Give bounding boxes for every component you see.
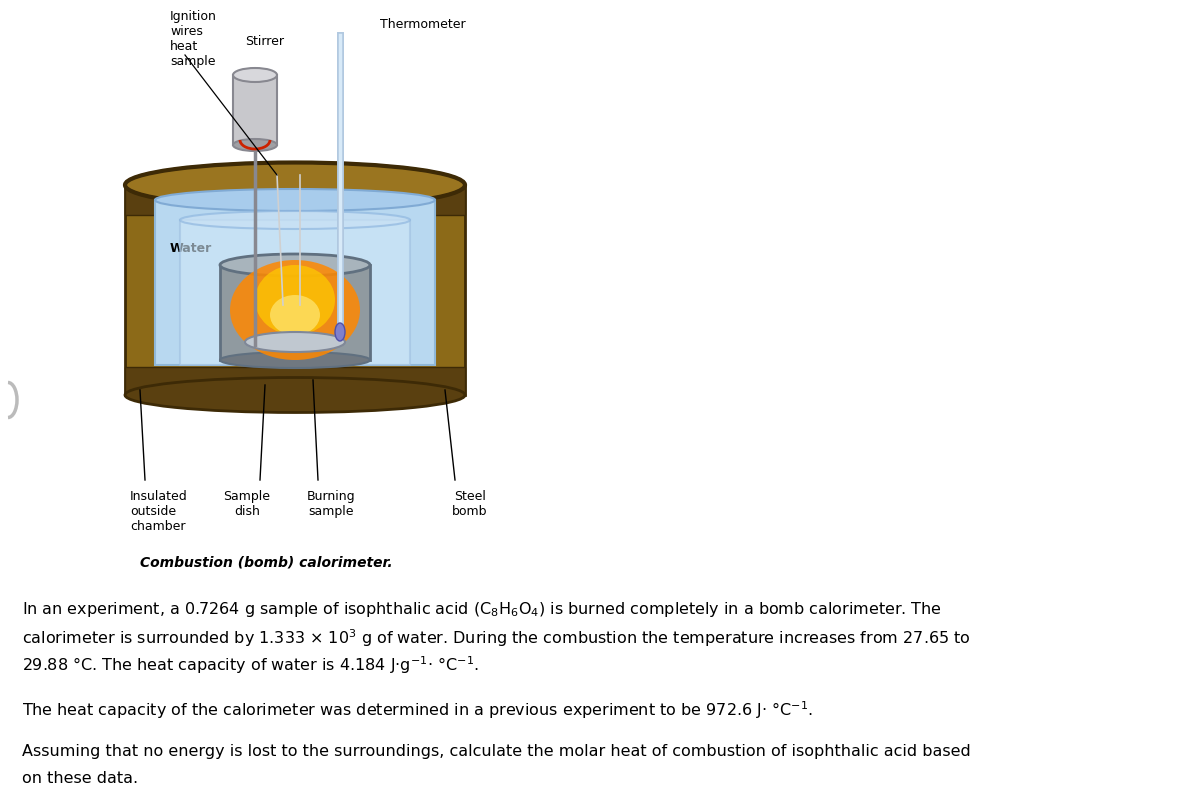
Ellipse shape — [256, 265, 335, 335]
Text: Burning
sample: Burning sample — [307, 490, 355, 518]
Ellipse shape — [220, 352, 370, 368]
Text: Assuming that no energy is lost to the surroundings, calculate the molar heat of: Assuming that no energy is lost to the s… — [22, 744, 971, 759]
Ellipse shape — [233, 139, 277, 151]
Text: The heat capacity of the calorimeter was determined in a previous experiment to : The heat capacity of the calorimeter was… — [22, 699, 814, 721]
Ellipse shape — [230, 260, 360, 360]
Text: 29.88 °C. The heat capacity of water is 4.184 J$\cdot$g$^{-1}$$\cdot$ °C$^{-1}$.: 29.88 °C. The heat capacity of water is … — [22, 654, 479, 676]
Ellipse shape — [125, 163, 466, 207]
Ellipse shape — [335, 323, 346, 341]
Text: Ignition
wires
heat
sample: Ignition wires heat sample — [170, 10, 217, 68]
Ellipse shape — [180, 211, 410, 229]
Ellipse shape — [245, 332, 346, 352]
Ellipse shape — [270, 295, 320, 335]
Text: In an experiment, a 0.7264 g sample of isophthalic acid (C$_8$H$_6$O$_4$) is bur: In an experiment, a 0.7264 g sample of i… — [22, 600, 942, 619]
Bar — [220, 265, 370, 360]
Text: Thermometer: Thermometer — [380, 18, 466, 31]
Text: Steel
bomb: Steel bomb — [452, 490, 487, 518]
Bar — [155, 200, 436, 365]
Text: Water: Water — [170, 241, 212, 255]
Ellipse shape — [155, 189, 436, 211]
Bar — [125, 185, 466, 215]
Bar — [233, 75, 277, 145]
Bar — [125, 367, 466, 395]
Text: Stirrer: Stirrer — [245, 35, 284, 48]
Bar — [125, 185, 466, 395]
Text: Combustion (bomb) calorimeter.: Combustion (bomb) calorimeter. — [140, 555, 392, 569]
Ellipse shape — [233, 68, 277, 82]
Ellipse shape — [220, 254, 370, 276]
Bar — [180, 220, 410, 365]
Text: Sample
dish: Sample dish — [223, 490, 270, 518]
Text: on these data.: on these data. — [22, 771, 138, 786]
Text: Insulated
outside
chamber: Insulated outside chamber — [130, 490, 187, 533]
Ellipse shape — [125, 377, 466, 413]
Text: calorimeter is surrounded by 1.333 $\times$ 10$^3$ g of water. During the combus: calorimeter is surrounded by 1.333 $\tim… — [22, 627, 971, 649]
